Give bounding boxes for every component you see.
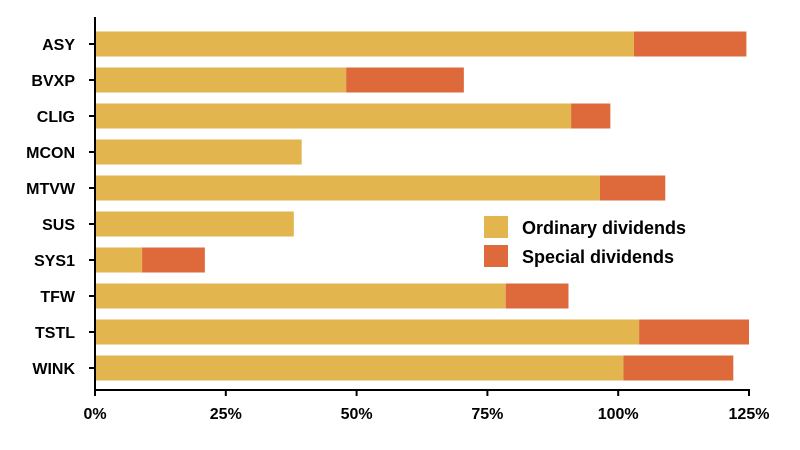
- legend: Ordinary dividends Special dividends: [484, 216, 686, 267]
- bar-tstl-special: [639, 319, 749, 345]
- bar-asy-special: [633, 31, 747, 57]
- bar-bvxp-special: [346, 67, 464, 93]
- bars-group: [95, 31, 749, 381]
- bar-asy-ordinary: [95, 31, 634, 57]
- x-tick-label: 100%: [598, 406, 639, 423]
- y-tick-label: MTVW: [26, 181, 76, 198]
- bar-clig-ordinary: [95, 103, 572, 129]
- bar-clig-special: [571, 103, 611, 129]
- bar-sus-ordinary: [95, 211, 294, 237]
- legend-label: Special dividends: [522, 247, 674, 267]
- x-tick-label: 0%: [83, 406, 106, 423]
- bar-mtvw-special: [599, 175, 666, 201]
- y-tick-label: SYS1: [34, 253, 75, 270]
- bar-sys1-special: [142, 247, 205, 273]
- bar-mcon-ordinary: [95, 139, 302, 165]
- legend-swatch: [484, 216, 508, 238]
- legend-swatch: [484, 245, 508, 267]
- y-axis-ticks: ASY BVXP CLIG MCON MTVW SUS SYS1 TFW TSTL WINK: [26, 37, 95, 378]
- y-tick-label: CLIG: [37, 109, 75, 126]
- y-tick-label: TSTL: [35, 325, 75, 342]
- bar-wink-ordinary: [95, 355, 624, 381]
- y-tick-label: BVXP: [31, 73, 75, 90]
- legend-label: Ordinary dividends: [522, 218, 686, 238]
- bar-bvxp-ordinary: [95, 67, 347, 93]
- bar-mtvw-ordinary: [95, 175, 600, 201]
- x-tick-label: 50%: [341, 406, 373, 423]
- x-tick-label: 25%: [210, 406, 242, 423]
- y-tick-label: WINK: [32, 361, 75, 378]
- y-tick-label: ASY: [42, 37, 75, 54]
- bar-wink-special: [623, 355, 734, 381]
- y-tick-label: MCON: [26, 145, 75, 162]
- bar-tstl-ordinary: [95, 319, 640, 345]
- x-tick-label: 125%: [729, 406, 770, 423]
- bar-tfw-special: [505, 283, 569, 309]
- y-tick-label: SUS: [42, 217, 75, 234]
- bar-tfw-ordinary: [95, 283, 506, 309]
- bar-sys1-ordinary: [95, 247, 143, 273]
- x-axis-ticks: 0% 25% 50% 75% 100% 125%: [83, 390, 769, 423]
- y-tick-label: TFW: [40, 289, 76, 306]
- x-tick-label: 75%: [471, 406, 503, 423]
